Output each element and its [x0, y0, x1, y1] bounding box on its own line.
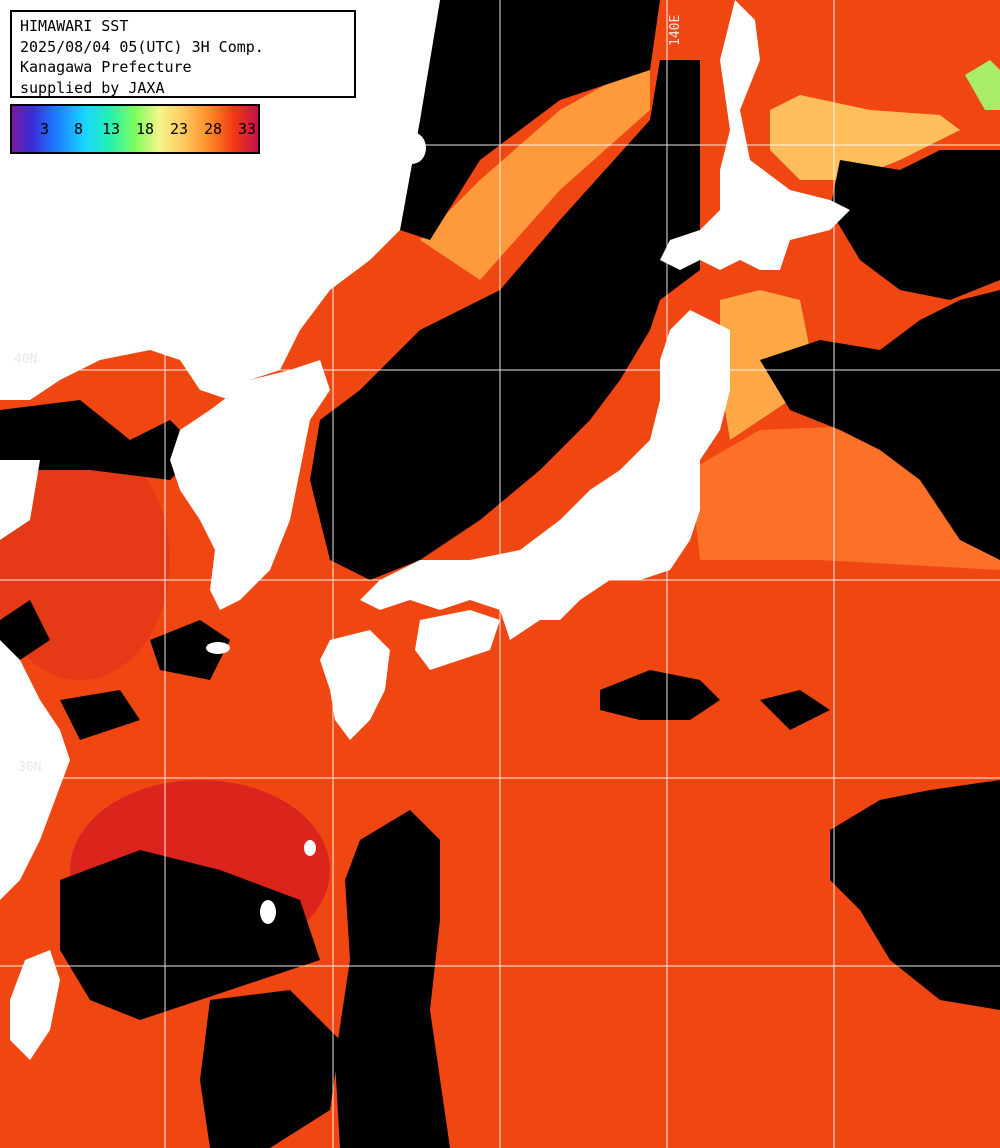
legend-tick: 18: [136, 120, 155, 138]
legend-tick: 33: [238, 120, 257, 138]
color-scale-legend: 3 8 13 18 23 28 33: [10, 104, 260, 154]
cold-sea-region: [965, 60, 1000, 110]
island: [398, 132, 426, 164]
data-credit: supplied by JAXA: [20, 78, 165, 97]
product-title: HIMAWARI SST: [20, 17, 129, 35]
legend-tick: 28: [204, 120, 223, 138]
lat-label-30n: 30N: [18, 760, 42, 775]
cool-sea-region: [770, 95, 960, 180]
island: [260, 900, 276, 924]
map-info-box: HIMAWARI SST 2025/08/04 05(UTC) 3H Comp.…: [10, 10, 356, 98]
legend-tick: 8: [74, 120, 84, 138]
land-kyushu: [320, 630, 390, 740]
region-name: Kanagawa Prefecture: [20, 58, 192, 76]
land-korea: [170, 360, 330, 610]
lon-label-140e: 140E: [668, 14, 683, 46]
land-mask: [0, 0, 850, 1060]
land-hokkaido: [660, 0, 850, 270]
land-mainland-north: [0, 0, 440, 400]
cool-sea-region: [420, 60, 650, 280]
land-shikoku: [415, 610, 500, 670]
hot-sea-patch: [0, 440, 170, 680]
legend-tick: 3: [40, 120, 50, 138]
land-taiwan: [10, 950, 60, 1060]
land-china-south: [0, 640, 70, 900]
island: [304, 840, 316, 856]
timestamp: 2025/08/04 05(UTC) 3H Comp.: [20, 37, 264, 56]
lat-label-40n: 40N: [14, 352, 38, 367]
legend-tick: 23: [170, 120, 189, 138]
land-honshu: [360, 310, 730, 640]
island: [206, 642, 230, 654]
land-china-east: [0, 460, 40, 540]
legend-tick: 13: [102, 120, 121, 138]
